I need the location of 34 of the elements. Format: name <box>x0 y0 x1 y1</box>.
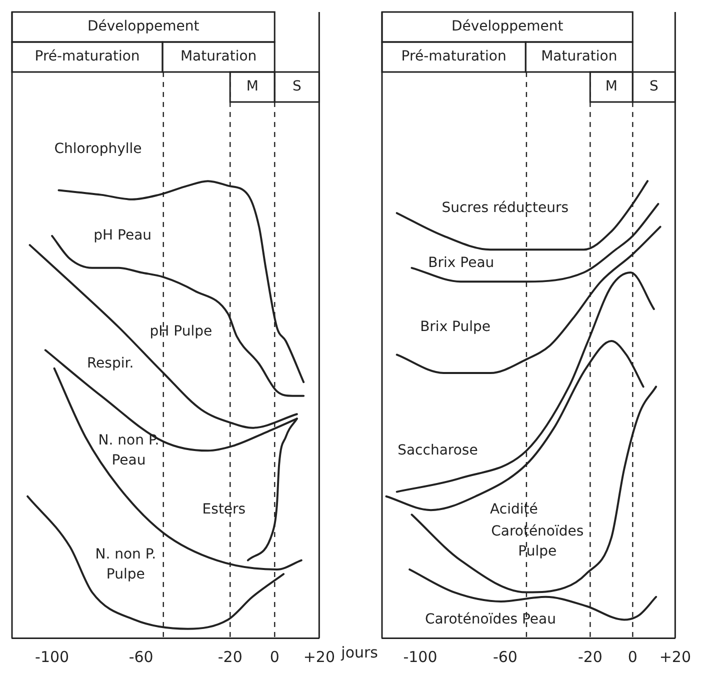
x-axis-title: jours <box>340 643 378 662</box>
x-tick-label: -20 <box>578 648 602 666</box>
series-label: Acidité <box>490 502 538 518</box>
series-label: Caroténoïdes Pulpe <box>491 524 584 560</box>
x-tick-label: -20 <box>218 648 242 666</box>
text: Pré-maturation <box>401 48 506 65</box>
series-label: Sucres réducteurs <box>442 200 569 216</box>
series-label: Respir. <box>86 356 134 372</box>
text: S <box>292 78 302 95</box>
text: Esters <box>202 502 246 518</box>
text: Maturation <box>180 48 257 65</box>
series-label: Caroténoïdes Peau <box>424 611 556 628</box>
series-label: Brix Peau <box>428 254 494 271</box>
text: M <box>605 78 618 95</box>
x-tick-label: -100 <box>35 648 70 666</box>
text: Développement <box>451 18 564 35</box>
x-tick-label: -60 <box>128 648 154 666</box>
x-tick-label: -100 <box>403 648 438 666</box>
series-label: N. non P. Pulpe <box>95 546 156 583</box>
x-tick-label: +20 <box>659 648 691 666</box>
series-label: pH Peau <box>94 228 152 244</box>
text: Chlorophylle <box>54 140 142 157</box>
x-tick-label: 0 <box>270 648 280 666</box>
series-label: Brix Pulpe <box>420 318 491 335</box>
text: S <box>649 78 658 95</box>
text: Pré-maturation <box>34 48 140 65</box>
text: Maturation <box>541 48 618 65</box>
x-tick-label: 0 <box>628 648 638 666</box>
x-tick-label: +20 <box>303 648 335 666</box>
x-tick-label: -60 <box>492 648 518 666</box>
series-label: Saccharose <box>398 442 478 458</box>
text: Développement <box>87 18 200 35</box>
text: M <box>246 78 258 95</box>
series-label: pH Pulpe <box>150 324 212 340</box>
